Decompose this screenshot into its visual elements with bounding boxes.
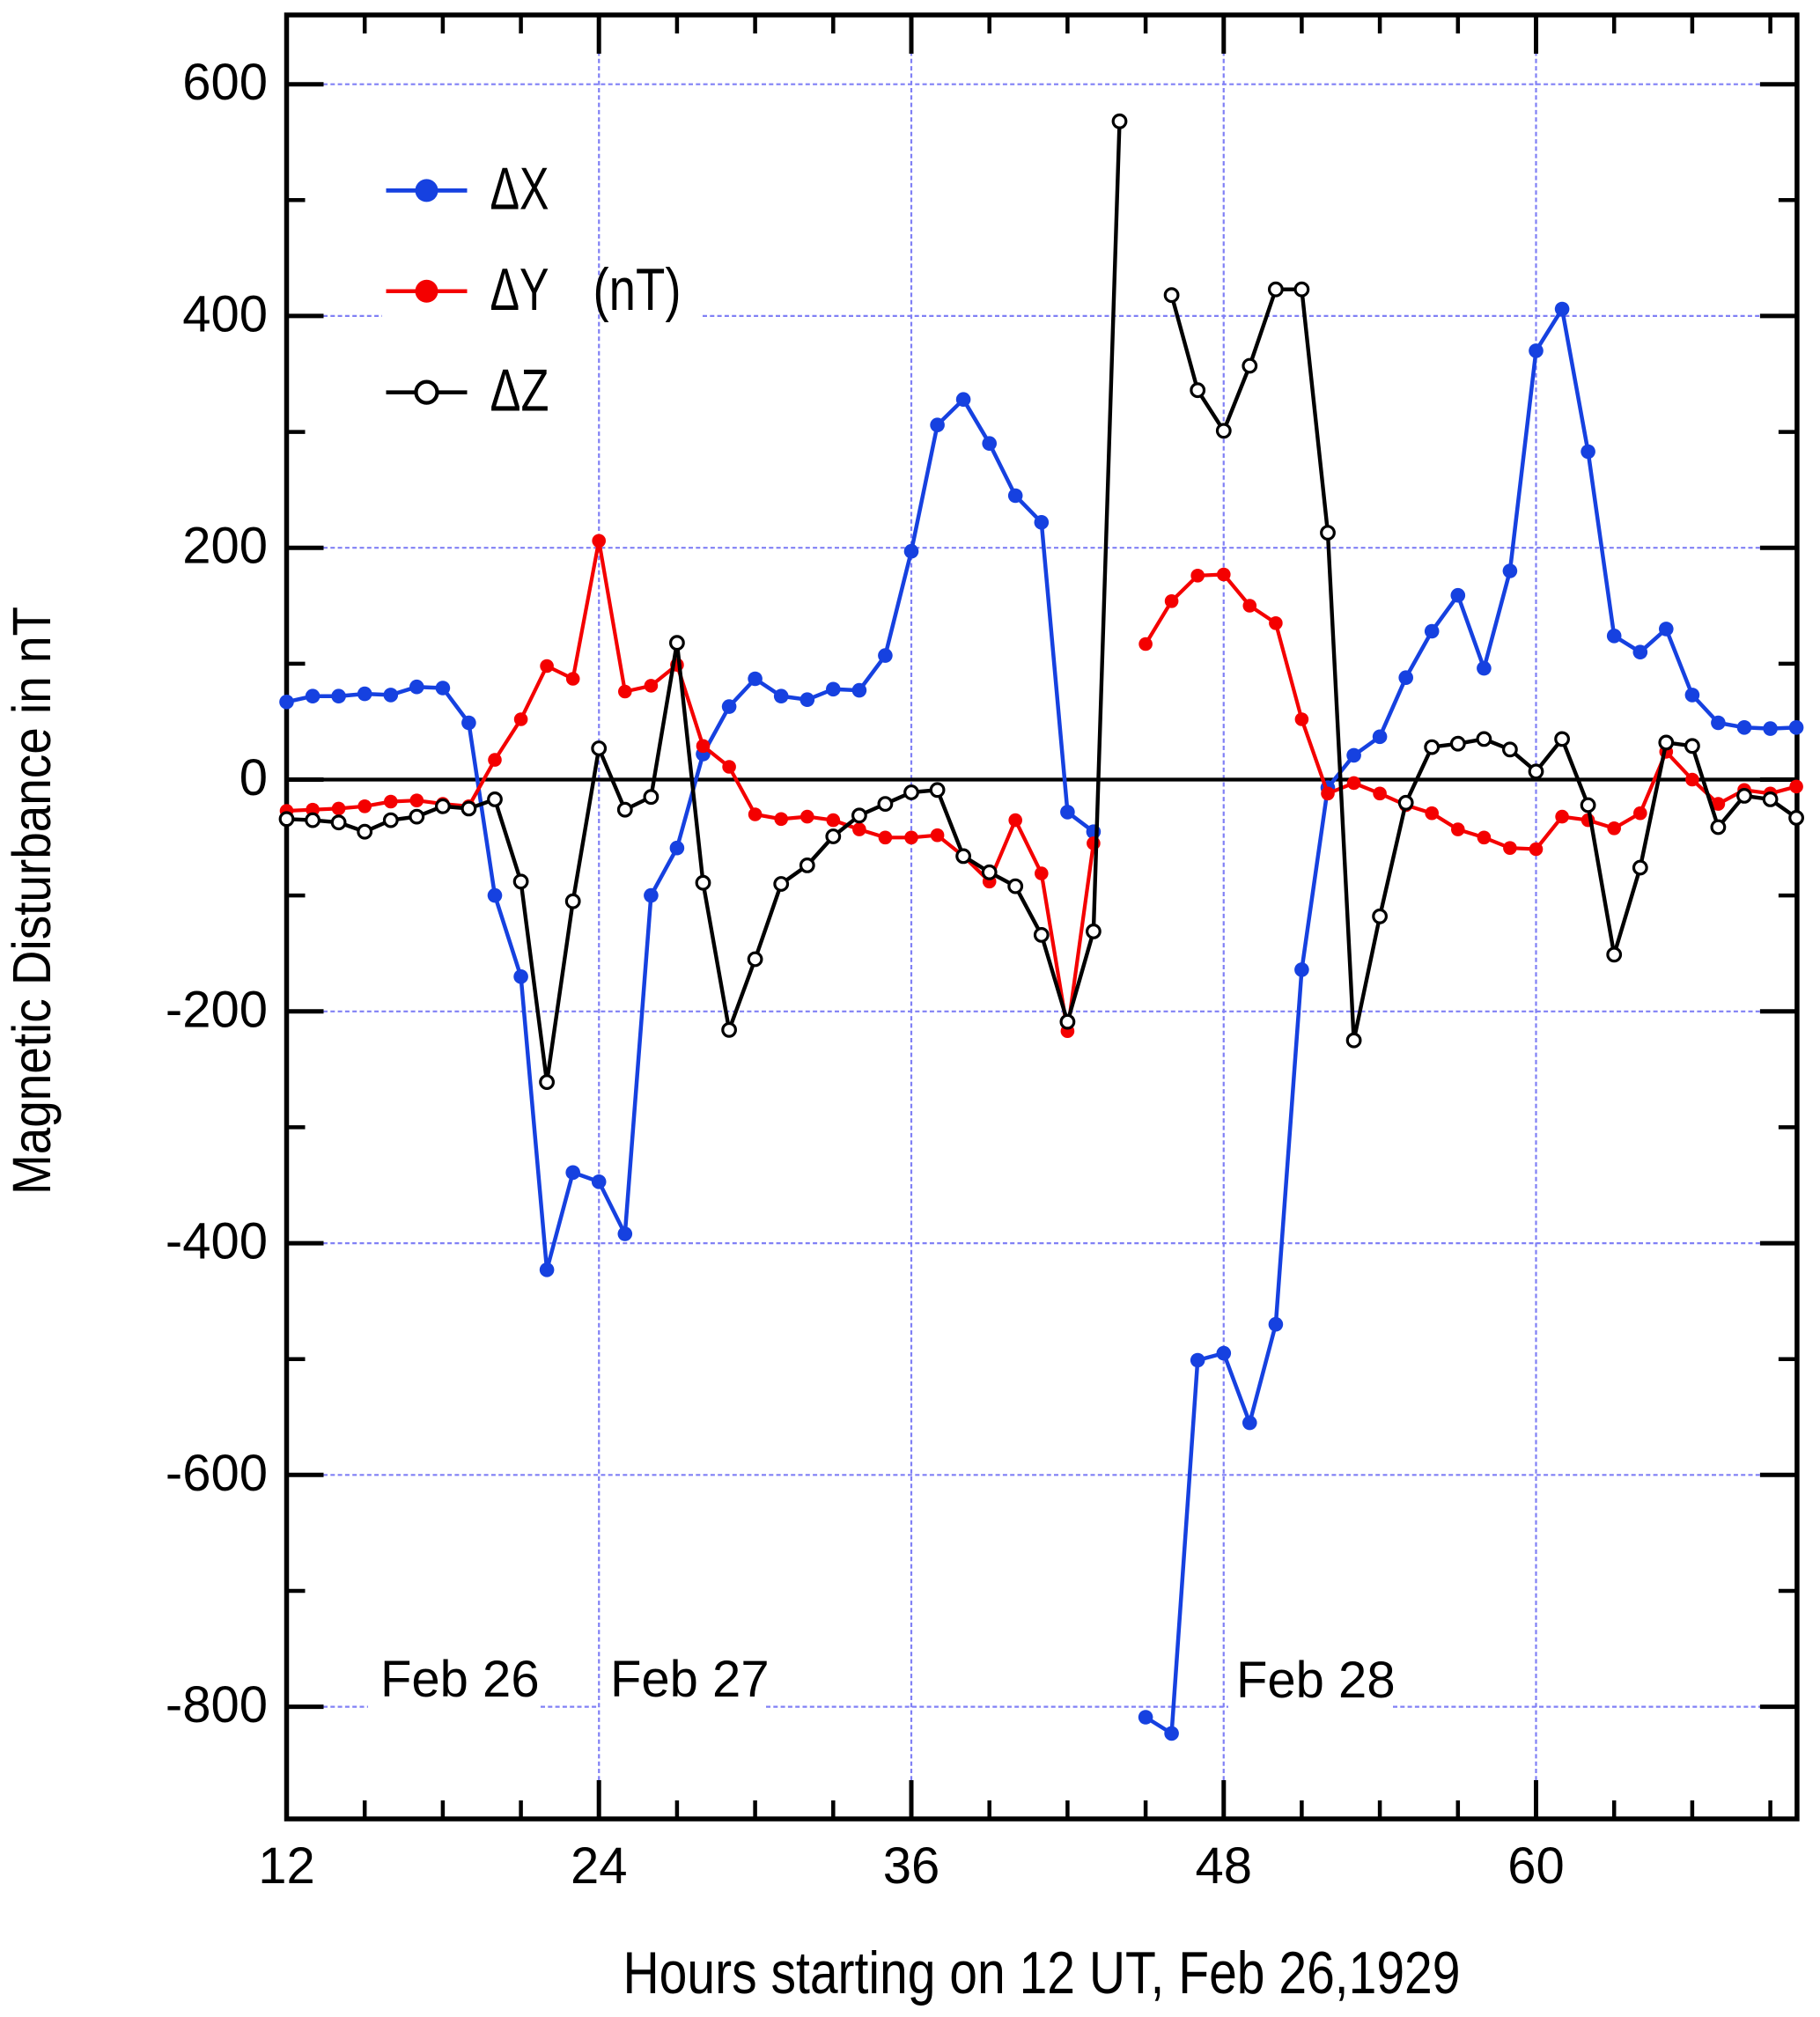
svg-text:ΔX: ΔX bbox=[490, 155, 549, 222]
svg-text:ΔZ: ΔZ bbox=[490, 357, 549, 424]
svg-text:Feb 26: Feb 26 bbox=[380, 1651, 540, 1708]
svg-text:600: 600 bbox=[182, 54, 268, 111]
svg-text:24: 24 bbox=[571, 1837, 628, 1895]
svg-text:Magnetic Disturbance in nT: Magnetic Disturbance in nT bbox=[2, 607, 62, 1195]
svg-text:400: 400 bbox=[182, 285, 268, 342]
svg-text:-200: -200 bbox=[166, 981, 268, 1038]
svg-text:Feb 28: Feb 28 bbox=[1236, 1652, 1396, 1709]
svg-text:(nT): (nT) bbox=[593, 256, 682, 323]
svg-text:0: 0 bbox=[239, 749, 268, 806]
svg-text:Feb 27: Feb 27 bbox=[610, 1651, 770, 1708]
svg-text:12: 12 bbox=[258, 1837, 315, 1895]
svg-text:-600: -600 bbox=[166, 1445, 268, 1502]
svg-text:Hours starting on 12 UT, Feb 2: Hours starting on 12 UT, Feb 26,1929 bbox=[623, 1940, 1461, 2006]
svg-text:-400: -400 bbox=[166, 1213, 268, 1270]
svg-text:60: 60 bbox=[1507, 1837, 1565, 1895]
svg-text:ΔY: ΔY bbox=[490, 256, 549, 323]
svg-text:-800: -800 bbox=[166, 1676, 268, 1734]
svg-text:36: 36 bbox=[883, 1837, 940, 1895]
svg-text:200: 200 bbox=[182, 518, 268, 575]
svg-text:48: 48 bbox=[1196, 1837, 1253, 1895]
